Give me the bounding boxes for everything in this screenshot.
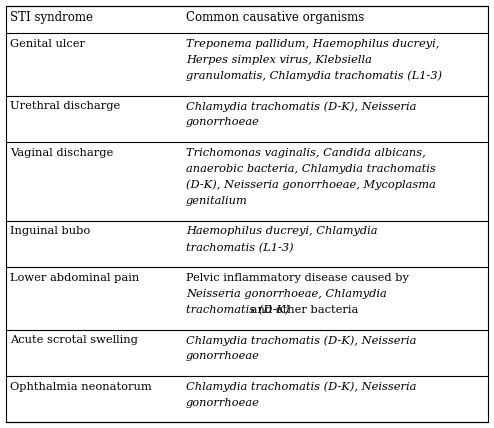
Text: STI syndrome: STI syndrome	[10, 11, 93, 24]
Text: Ophthalmia neonatorum: Ophthalmia neonatorum	[10, 382, 152, 392]
Text: Chlamydia trachomatis (D-K), Neisseria: Chlamydia trachomatis (D-K), Neisseria	[186, 101, 416, 112]
Text: gonorrhoeae: gonorrhoeae	[186, 398, 260, 408]
Text: Pelvic inflammatory disease caused by: Pelvic inflammatory disease caused by	[186, 273, 409, 283]
Text: Genital ulcer: Genital ulcer	[10, 39, 85, 49]
Text: (D-K), Neisseria gonorrhoeae, Mycoplasma: (D-K), Neisseria gonorrhoeae, Mycoplasma	[186, 180, 436, 190]
Text: Urethral discharge: Urethral discharge	[10, 101, 120, 111]
Text: Haemophilus ducreyi, Chlamydia: Haemophilus ducreyi, Chlamydia	[186, 226, 377, 236]
Text: granulomatis, Chlamydia trachomatis (L1-3): granulomatis, Chlamydia trachomatis (L1-…	[186, 71, 442, 81]
Text: Treponema pallidum, Haemophilus ducreyi,: Treponema pallidum, Haemophilus ducreyi,	[186, 39, 439, 49]
Text: trachomatis (L1-3): trachomatis (L1-3)	[186, 243, 293, 253]
Text: Herpes simplex virus, Klebsiella: Herpes simplex virus, Klebsiella	[186, 55, 372, 65]
Text: Chlamydia trachomatis (D-K), Neisseria: Chlamydia trachomatis (D-K), Neisseria	[186, 335, 416, 346]
Text: Vaginal discharge: Vaginal discharge	[10, 148, 113, 158]
Text: Trichomonas vaginalis, Candida albicans,: Trichomonas vaginalis, Candida albicans,	[186, 148, 426, 158]
Text: Acute scrotal swelling: Acute scrotal swelling	[10, 335, 138, 345]
Text: anaerobic bacteria, Chlamydia trachomatis: anaerobic bacteria, Chlamydia trachomati…	[186, 164, 436, 174]
Text: trachomatis (D-K): trachomatis (D-K)	[186, 305, 289, 315]
Text: gonorrhoeae: gonorrhoeae	[186, 351, 260, 361]
Text: Neisseria gonorrhoeae, Chlamydia: Neisseria gonorrhoeae, Chlamydia	[186, 289, 387, 299]
Text: Lower abdominal pain: Lower abdominal pain	[10, 273, 139, 283]
Text: Common causative organisms: Common causative organisms	[186, 11, 364, 24]
Text: genitalium: genitalium	[186, 196, 247, 206]
Text: and other bacteria: and other bacteria	[247, 305, 359, 315]
Text: gonorrhoeae: gonorrhoeae	[186, 117, 260, 128]
Text: Inguinal bubo: Inguinal bubo	[10, 226, 90, 236]
Text: Chlamydia trachomatis (D-K), Neisseria: Chlamydia trachomatis (D-K), Neisseria	[186, 382, 416, 392]
